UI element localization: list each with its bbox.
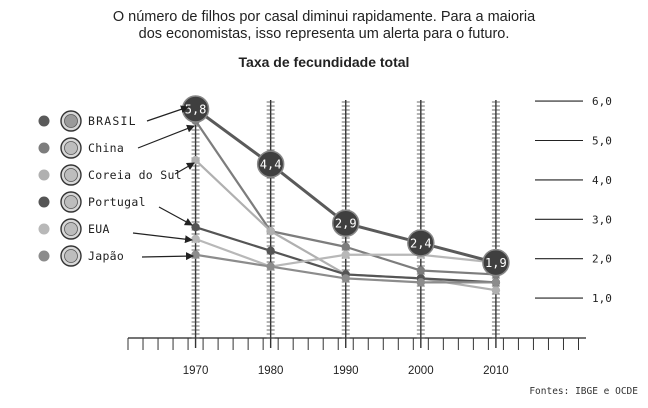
- data-point-portugal: [191, 222, 200, 232]
- legend-label-japão: Japão: [88, 249, 124, 263]
- data-point-coreia-do-sul: [191, 156, 200, 165]
- data-point-japão: [191, 250, 200, 259]
- y-axis: 1,0 2,0 3,0 4,0 5,0 6,0: [535, 95, 612, 305]
- data-label-brasil: 4,4: [260, 158, 282, 172]
- data-label-brasil: 2,4: [410, 236, 432, 250]
- x-tick-label: 2000: [408, 365, 434, 377]
- legend-label-eua: EUA: [88, 222, 110, 236]
- series-points: 5,8 4,4 2,9 2,4 1,9: [181, 95, 510, 295]
- legend-pointer-arrow: [158, 206, 193, 226]
- legend-pointer-arrow: [132, 232, 193, 244]
- x-tick-label: 1980: [258, 365, 284, 377]
- x-tick-label: 2010: [483, 365, 509, 377]
- legend-marker-portugal: [38, 196, 50, 208]
- flag-coreia-do-sul-emblem: [64, 168, 78, 182]
- data-point-china: [341, 242, 350, 252]
- legend-pointer-arrow: [174, 162, 195, 175]
- data-label-brasil: 1,9: [485, 256, 507, 270]
- data-label-brasil: 2,9: [335, 217, 357, 231]
- legend-pointer-arrow: [146, 105, 189, 122]
- data-point-brasil: [331, 209, 360, 237]
- x-tick-label: 1970: [183, 365, 209, 377]
- data-point-brasil: [482, 248, 510, 277]
- data-point-brasil: [407, 229, 435, 257]
- flag-japão-emblem: [64, 249, 78, 263]
- legend: BRASIL China Coreia do Sul Portugal EUA Japão: [38, 105, 195, 267]
- data-point-coreia-do-sul: [491, 286, 501, 295]
- flag-portugal-emblem: [64, 195, 78, 209]
- headline-line-2: dos economistas, isso representa um aler…: [138, 26, 510, 42]
- legend-marker-brasil: [38, 115, 50, 127]
- legend-marker-eua: [38, 223, 50, 235]
- data-point-portugal: [266, 246, 275, 256]
- data-point-japão: [491, 278, 501, 287]
- data-point-japão: [266, 262, 275, 271]
- data-point-brasil: [256, 150, 285, 178]
- y-tick-label: 2,0: [592, 253, 612, 266]
- flag-eua-emblem: [64, 222, 78, 236]
- y-tick-label: 3,0: [592, 213, 612, 226]
- headline: O número de filhos por casal diminui rap…: [0, 9, 648, 43]
- source-note: Fontes: IBGE e OCDE: [529, 386, 638, 397]
- legend-label-brasil: BRASIL: [88, 114, 137, 128]
- data-point-china: [416, 266, 426, 275]
- chart-title: Taxa de fecundidade total: [238, 54, 410, 70]
- legend-pointer-arrow: [141, 252, 194, 261]
- data-point-japão: [416, 278, 426, 287]
- legend-marker-japão: [38, 250, 50, 262]
- data-point-eua: [341, 250, 350, 259]
- data-label-brasil: 5,8: [185, 102, 207, 116]
- data-point-japão: [341, 274, 350, 283]
- data-point-eua: [191, 234, 200, 244]
- x-tick-label: 1990: [333, 365, 359, 377]
- y-tick-label: 1,0: [592, 292, 612, 305]
- legend-marker-china: [38, 142, 50, 154]
- legend-label-coreia-do-sul: Coreia do Sul: [88, 168, 182, 182]
- legend-marker-coreia-do-sul: [38, 169, 50, 181]
- legend-pointer-arrow: [137, 124, 195, 149]
- y-tick-label: 6,0: [592, 95, 612, 108]
- y-tick-label: 5,0: [592, 135, 612, 148]
- data-point-coreia-do-sul: [266, 226, 275, 236]
- y-tick-label: 4,0: [592, 174, 612, 187]
- headline-line-1: O número de filhos por casal diminui rap…: [112, 9, 536, 25]
- flag-brasil-emblem: [64, 114, 78, 128]
- legend-label-china: China: [88, 141, 124, 155]
- flag-china-emblem: [64, 141, 78, 155]
- legend-label-portugal: Portugal: [88, 195, 146, 209]
